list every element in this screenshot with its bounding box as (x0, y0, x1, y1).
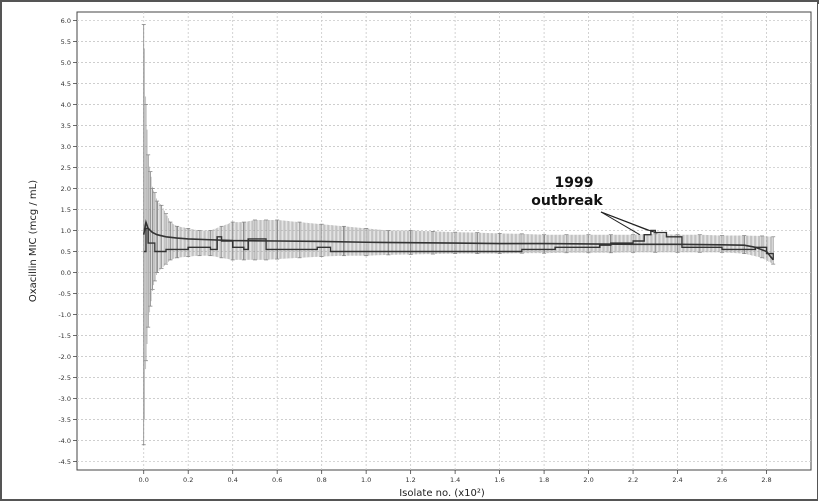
y-tick-label: 2.0 (61, 185, 71, 193)
y-tick-label: -3.0 (58, 395, 71, 403)
y-axis-label: Oxacillin MIC (mcg / mL) (28, 180, 39, 302)
y-tick-label: -4.5 (58, 458, 71, 466)
annotation-label: outbreak (531, 193, 603, 209)
y-tick-label: 2.5 (61, 164, 71, 172)
x-tick-label: 1.2 (405, 476, 415, 484)
y-tick-label: 6.0 (61, 17, 71, 25)
y-tick-label: 0.0 (61, 269, 71, 277)
y-tick-label: 5.5 (61, 38, 71, 46)
x-tick-label: 2.8 (761, 476, 771, 484)
y-tick-label: -1.0 (58, 311, 71, 319)
x-tick-label: 2.4 (672, 476, 682, 484)
y-tick-label: 3.0 (61, 143, 71, 151)
x-axis-label: Isolate no. (x10²) (399, 488, 485, 499)
y-tick-label: 1.5 (61, 206, 71, 214)
y-tick-label: -1.5 (58, 332, 71, 340)
y-tick-label: 1.0 (61, 227, 71, 235)
y-tick-label: 4.5 (61, 80, 71, 88)
y-tick-label: 3.5 (61, 122, 71, 130)
y-tick-label: -2.5 (58, 374, 71, 382)
annotation-arrow-3 (600, 211, 656, 234)
y-tick-label: -3.5 (58, 416, 71, 424)
y-tick-label: 4.0 (61, 101, 71, 109)
y-tick-labels: 6.0 5.5 5.0 4.5 4.0 3.5 3.0 2.5 2.0 1.5 1.0 0.5 0.0 -… (58, 17, 71, 466)
annotation-arrows (600, 211, 656, 236)
annotation-arrow-1 (600, 211, 640, 236)
x-tick-label: 1.4 (450, 476, 460, 484)
y-tick-label: -0.5 (58, 290, 71, 298)
series-lines (142, 218, 774, 261)
x-tick-label: 0.4 (228, 476, 238, 484)
x-tick-label: 0.6 (272, 476, 282, 484)
figure-edge-gap (818, 4, 824, 502)
x-tick-label: 0.8 (316, 476, 326, 484)
x-tick-label: 2.0 (583, 476, 593, 484)
x-tick-labels: 0.0 0.2 0.4 0.6 0.8 1.0 1.2 1.4 1.6 1.8 2.0 2.2 2.4 2… (139, 476, 772, 484)
x-tick-label: 1.8 (539, 476, 549, 484)
y-tick-label: 5.0 (61, 59, 71, 67)
series-line-smooth (142, 218, 774, 261)
x-tick-label: 2.6 (717, 476, 727, 484)
x-tick-label: 1.6 (494, 476, 504, 484)
x-tick-label: 0.2 (183, 476, 193, 484)
y-tick-label: -2.0 (58, 353, 71, 361)
x-tick-label: 1.0 (361, 476, 371, 484)
annotation-year: 1999 (555, 175, 594, 191)
y-tick-label: -4.0 (58, 437, 71, 445)
x-tick-label: 2.2 (628, 476, 638, 484)
y-tick-label: 0.5 (61, 248, 71, 256)
x-tick-label: 0.0 (139, 476, 149, 484)
series-line-step (143, 227, 774, 260)
